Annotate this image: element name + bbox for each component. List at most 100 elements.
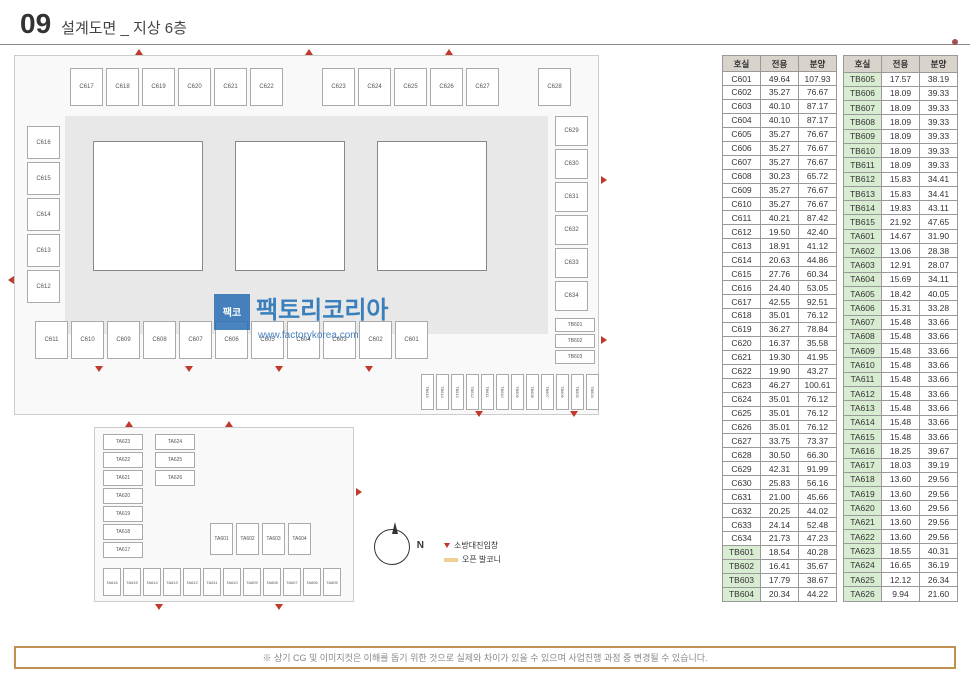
plan-room: TA611	[203, 568, 221, 596]
area-exclusive: 15.83	[882, 186, 920, 200]
area-sale: 29.56	[920, 515, 958, 529]
plan-room: TA614	[143, 568, 161, 596]
room-id: C630	[723, 476, 761, 490]
table-header: 분양	[920, 56, 958, 73]
area-sale: 65.72	[799, 169, 837, 183]
room-id: TA622	[844, 530, 882, 544]
area-exclusive: 19.90	[761, 364, 799, 378]
room-id: C616	[723, 281, 761, 295]
area-exclusive: 12.91	[882, 258, 920, 272]
area-sale: 44.22	[799, 587, 837, 601]
area-exclusive: 35.27	[761, 141, 799, 155]
table-row: C61318.9141.12	[723, 239, 837, 253]
room-id: C620	[723, 336, 761, 350]
area-sale: 39.19	[920, 458, 958, 472]
table-row: C61835.0176.12	[723, 309, 837, 323]
room-id: TA616	[844, 444, 882, 458]
area-sale: 21.60	[920, 587, 958, 602]
area-sale: 40.31	[920, 544, 958, 558]
area-sale: 76.67	[799, 86, 837, 100]
room-id: C625	[723, 406, 761, 420]
area-sale: 76.67	[799, 155, 837, 169]
area-sale: 29.56	[920, 501, 958, 515]
room-id: TB606	[844, 86, 882, 100]
area-sale: 33.66	[920, 344, 958, 358]
room-id: TA618	[844, 472, 882, 486]
table-row: TB61118.0939.33	[844, 158, 958, 172]
room-id: TA613	[844, 401, 882, 415]
area-exclusive: 9.94	[882, 587, 920, 602]
main-content: C617C618C619C620C621C622C623C624C625C626…	[0, 45, 970, 610]
area-table-1: 호실전용분양C60149.64107.93C60235.2776.67C6034…	[722, 55, 837, 602]
table-row: TA61015.4833.66	[844, 358, 958, 372]
area-sale: 29.56	[920, 472, 958, 486]
area-exclusive: 18.09	[882, 101, 920, 115]
area-exclusive: 15.48	[882, 429, 920, 443]
room-id: TB601	[723, 545, 761, 559]
area-exclusive: 15.83	[882, 172, 920, 186]
table-row: TA60415.6934.11	[844, 272, 958, 286]
area-sale: 36.19	[920, 558, 958, 572]
area-exclusive: 20.34	[761, 587, 799, 601]
room-id: C613	[723, 239, 761, 253]
area-sale: 87.17	[799, 113, 837, 127]
plan-room: TA616	[103, 568, 121, 596]
area-exclusive: 18.54	[761, 545, 799, 559]
room-id: TA606	[844, 301, 882, 315]
area-exclusive: 21.73	[761, 532, 799, 546]
area-exclusive: 18.91	[761, 239, 799, 253]
table-row: C61742.5592.51	[723, 295, 837, 309]
table-row: C60830.2365.72	[723, 169, 837, 183]
room-id: TA624	[844, 558, 882, 572]
table-row: TB60718.0939.33	[844, 101, 958, 115]
area-exclusive: 42.55	[761, 295, 799, 309]
area-exclusive: 15.48	[882, 358, 920, 372]
table-row: TA60915.4833.66	[844, 344, 958, 358]
area-sale: 33.66	[920, 387, 958, 401]
area-exclusive: 17.57	[882, 72, 920, 86]
room-id: C633	[723, 518, 761, 532]
room-id: TB602	[723, 559, 761, 573]
room-id: C618	[723, 309, 761, 323]
area-sale: 52.48	[799, 518, 837, 532]
page-header: 09 설계도면 _ 지상 6층	[0, 0, 970, 45]
area-exclusive: 35.01	[761, 406, 799, 420]
table-row: C62535.0176.12	[723, 406, 837, 420]
room-id: C623	[723, 378, 761, 392]
area-sale: 26.34	[920, 572, 958, 586]
area-exclusive: 42.31	[761, 462, 799, 476]
area-sale: 34.41	[920, 186, 958, 200]
plan-room: TB615	[421, 374, 434, 410]
plan-room: TB610	[496, 374, 509, 410]
room-id: TA621	[844, 515, 882, 529]
area-exclusive: 19.83	[882, 201, 920, 215]
area-sale: 38.67	[799, 573, 837, 587]
table-row: TB61521.9247.65	[844, 215, 958, 229]
table-row: C62830.5066.30	[723, 448, 837, 462]
area-sale: 60.34	[799, 267, 837, 281]
room-id: TA602	[844, 244, 882, 258]
plan-room: TB606	[556, 374, 569, 410]
room-id: C629	[723, 462, 761, 476]
main-floor-plan: C617C618C619C620C621C622C623C624C625C626…	[14, 55, 599, 415]
table-row: TA6269.9421.60	[844, 587, 958, 602]
table-row: TA62318.5540.31	[844, 544, 958, 558]
room-id: TA615	[844, 429, 882, 443]
table-row: TA62013.6029.56	[844, 501, 958, 515]
table-row: C61936.2778.84	[723, 322, 837, 336]
table-row: C61140.2187.42	[723, 211, 837, 225]
area-exclusive: 40.10	[761, 99, 799, 113]
area-exclusive: 40.21	[761, 211, 799, 225]
table-row: C62435.0176.12	[723, 392, 837, 406]
table-row: C60235.2776.67	[723, 86, 837, 100]
room-id: C602	[723, 86, 761, 100]
area-exclusive: 13.60	[882, 472, 920, 486]
table-row: TA61718.0339.19	[844, 458, 958, 472]
plan-room: TA606	[303, 568, 321, 596]
area-exclusive: 27.76	[761, 267, 799, 281]
area-exclusive: 20.63	[761, 253, 799, 267]
room-id: TB611	[844, 158, 882, 172]
area-sale: 31.90	[920, 229, 958, 243]
area-sale: 47.65	[920, 215, 958, 229]
table-row: C62219.9043.27	[723, 364, 837, 378]
